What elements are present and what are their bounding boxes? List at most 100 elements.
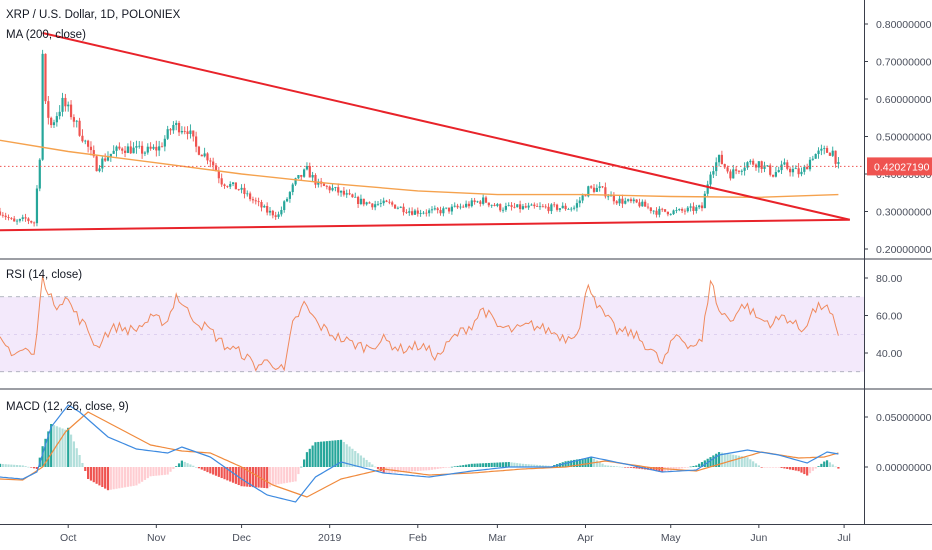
macd-histogram-bar	[52, 425, 56, 467]
macd-histogram-bar	[715, 453, 718, 467]
candle-body	[169, 129, 172, 131]
candle	[538, 202, 542, 210]
macd-histogram-bar	[138, 467, 141, 484]
candle	[337, 183, 340, 196]
macd-histogram-bar	[13, 464, 16, 467]
candle	[160, 142, 164, 148]
macd-histogram-bar	[203, 467, 206, 471]
candle	[578, 196, 581, 208]
macd-histogram-bar	[231, 467, 235, 483]
candle-body	[627, 199, 630, 201]
macd-histogram-bar	[621, 466, 624, 468]
macd-histogram-bar	[811, 467, 814, 471]
candle	[760, 160, 763, 173]
lower-trendline[interactable]	[0, 218, 850, 232]
candle	[18, 218, 21, 223]
macd-histogram-bar	[35, 467, 39, 470]
candle-body	[109, 153, 112, 157]
candle	[277, 211, 280, 219]
candle-body	[186, 131, 189, 134]
candle-body	[604, 187, 607, 197]
candle-body	[774, 172, 777, 177]
macd-histogram-bar	[339, 439, 343, 467]
macd-histogram-bar	[825, 460, 829, 467]
macd-pane[interactable]	[0, 404, 840, 503]
candle-body	[13, 218, 16, 222]
candle-body	[18, 218, 21, 221]
macd-histogram-bar	[223, 467, 226, 480]
candle-body	[217, 171, 220, 179]
candle	[186, 126, 189, 140]
candle-body	[101, 158, 104, 169]
candle-body	[399, 206, 402, 208]
candle	[112, 145, 115, 154]
candle-body	[220, 178, 223, 185]
macd-histogram-bar	[695, 465, 698, 467]
candle	[388, 199, 391, 205]
macd-histogram-bar	[317, 441, 320, 467]
candle	[61, 92, 64, 117]
candle-body	[214, 165, 218, 172]
candle-body	[456, 205, 459, 208]
candle-body	[519, 204, 522, 210]
upper-trendline[interactable]	[42, 32, 851, 221]
candle	[771, 174, 775, 178]
candle-body	[737, 170, 741, 172]
macd-histogram-bar	[78, 455, 81, 467]
candle	[87, 139, 90, 153]
macd-histogram-bar	[501, 462, 505, 467]
candle-body	[405, 212, 408, 213]
macd-histogram-bar	[777, 467, 780, 468]
candle	[58, 105, 61, 120]
candle-body	[615, 201, 618, 204]
candle	[152, 144, 155, 150]
candle	[445, 207, 448, 210]
candle	[149, 142, 152, 151]
macd-histogram-bar	[61, 428, 64, 467]
candle-body	[709, 174, 712, 185]
candle-body	[95, 156, 98, 172]
candle-body	[35, 188, 39, 224]
candle-body	[450, 206, 453, 212]
macd-histogram-bar	[456, 465, 459, 467]
rsi-label: RSI (14, close)	[6, 269, 83, 281]
macd-histogram-bar	[780, 467, 783, 468]
macd-histogram-bar	[126, 467, 129, 487]
candle-body	[257, 201, 260, 203]
candle-body	[820, 148, 823, 151]
candle-body	[308, 166, 311, 178]
candle-body	[811, 158, 814, 160]
candle-body	[689, 206, 692, 208]
candle-body	[325, 185, 328, 187]
macd-histogram-bar	[689, 466, 692, 468]
candle-body	[297, 175, 300, 179]
macd-histogram-bar	[251, 467, 255, 488]
candle-body	[81, 135, 84, 142]
candle-body	[183, 131, 186, 132]
macd-histogram-bar	[303, 459, 306, 467]
macd-histogram-bar	[280, 467, 283, 484]
macd-histogram-bar	[618, 466, 621, 468]
date-tick-label: Jun	[750, 532, 767, 544]
candle-body	[177, 122, 181, 133]
macd-histogram-bar	[581, 458, 584, 467]
candle-body	[524, 206, 527, 208]
candle-body	[58, 111, 61, 117]
candle-body	[334, 187, 337, 188]
macd-histogram-bar	[115, 467, 118, 489]
macd-histogram-bar	[629, 467, 633, 468]
macd-histogram-bar	[217, 467, 220, 477]
candle-body	[632, 199, 635, 202]
candle-body	[98, 168, 101, 172]
price-pane[interactable]	[0, 32, 864, 232]
rsi-pane[interactable]	[0, 275, 864, 373]
candle-body	[658, 208, 661, 215]
macd-histogram-bar	[44, 438, 47, 467]
candle-body	[10, 217, 13, 219]
candle-body	[104, 158, 107, 161]
candle-body	[493, 204, 496, 206]
candle-body	[371, 203, 374, 208]
macd-histogram-bar	[50, 424, 53, 467]
candle-body	[635, 199, 638, 203]
